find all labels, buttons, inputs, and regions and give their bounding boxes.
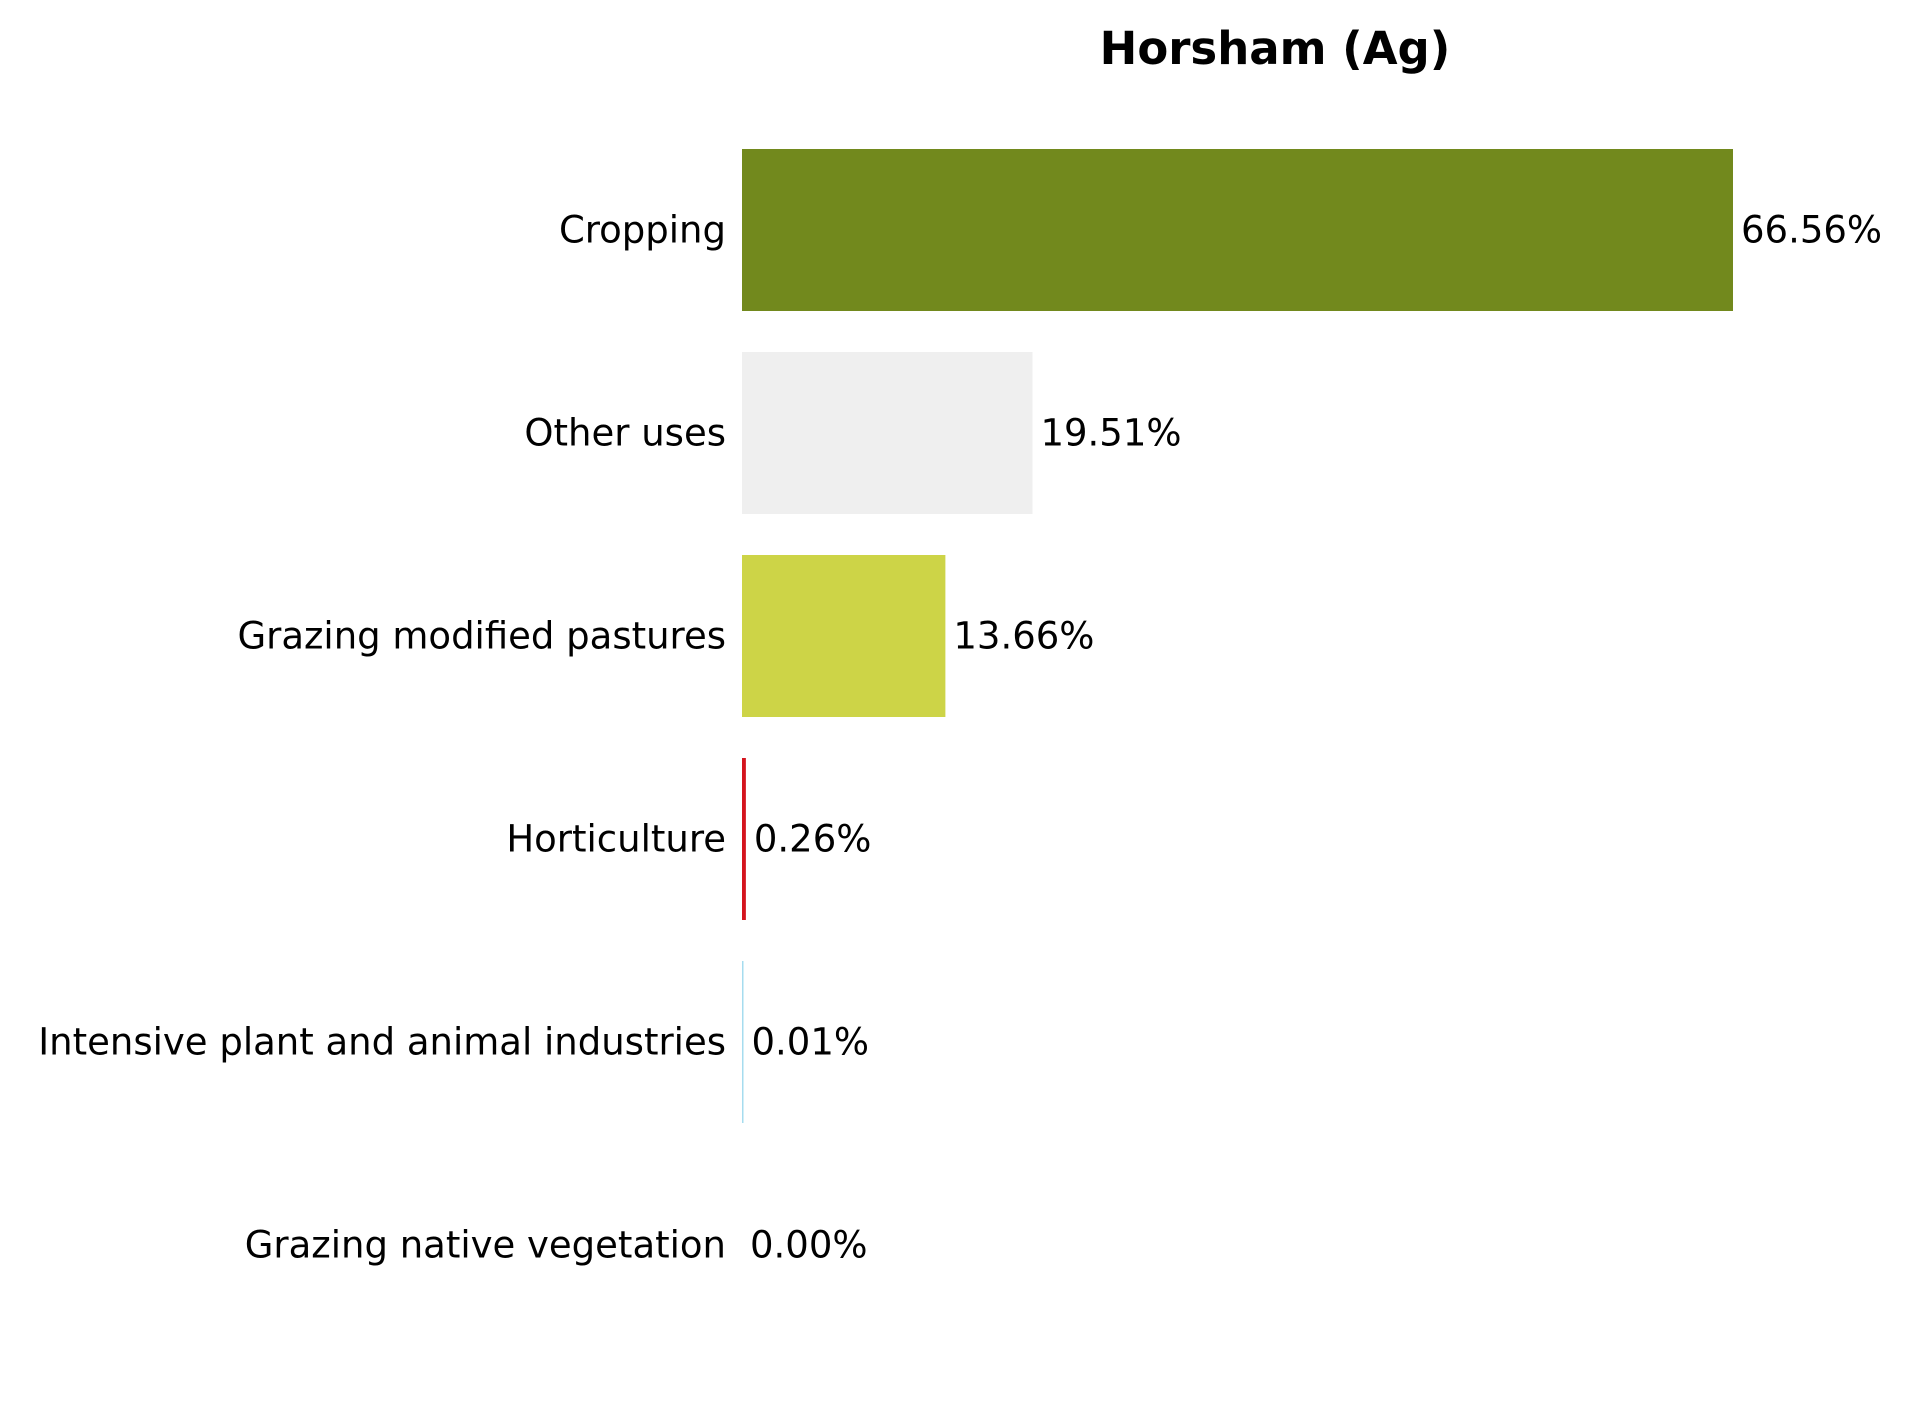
value-label: 0.01% [752, 1021, 870, 1064]
bar-intensive-plant-and-animal-industries [742, 961, 744, 1123]
value-label: 19.51% [1040, 412, 1181, 455]
bars-layer: Cropping 66.56% Other uses 19.51% Grazing mo… [38, 149, 1882, 1267]
value-label: 0.26% [754, 818, 872, 861]
category-label: Cropping [559, 209, 726, 252]
category-label: Intensive plant and animal industries [38, 1021, 726, 1064]
category-label: Horticulture [506, 818, 726, 861]
category-label: Other uses [524, 412, 726, 455]
value-label: 0.00% [750, 1224, 868, 1267]
chart-title: Horsham (Ag) [1100, 22, 1451, 75]
bar-grazing-modified-pastures [742, 555, 946, 717]
bar-other-uses [742, 352, 1033, 514]
bar-horticulture [742, 758, 746, 920]
value-label: 66.56% [1741, 209, 1882, 252]
value-label: 13.66% [953, 615, 1094, 658]
bar-cropping [742, 149, 1733, 311]
category-label: Grazing modified pastures [237, 615, 726, 658]
category-label: Grazing native vegetation [245, 1224, 726, 1267]
